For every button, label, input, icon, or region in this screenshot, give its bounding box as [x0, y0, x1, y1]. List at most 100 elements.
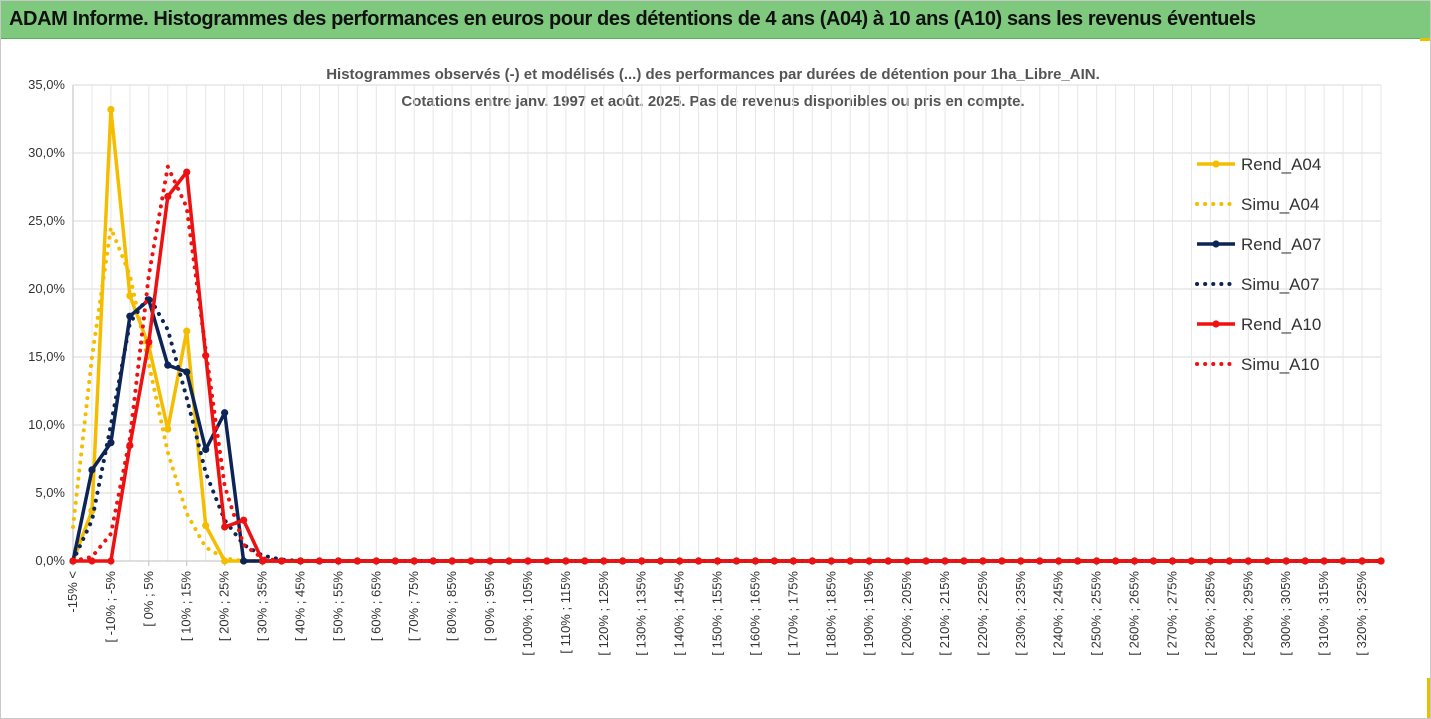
data-point-Rend_A10	[145, 338, 153, 346]
legend-label: Rend_A04	[1241, 155, 1321, 174]
data-point-Rend_A04	[221, 557, 229, 565]
x-tick-label: [ 30% ; 35%	[255, 571, 270, 642]
page-title: ADAM Informe. Histogrammes des performan…	[9, 8, 1256, 30]
data-point-Rend_A07	[183, 368, 191, 376]
data-point-Rend_A07	[107, 439, 115, 447]
series-line-Rend_A07	[71, 298, 1381, 563]
data-point-Rend_A10	[1301, 557, 1309, 565]
data-point-Rend_A10	[221, 523, 229, 531]
x-tick-label: [ 210% ; 215%	[937, 571, 952, 656]
x-tick-label: [ 200% ; 205%	[899, 571, 914, 656]
data-point-Rend_A10	[107, 557, 115, 565]
legend-marker	[1212, 320, 1220, 328]
x-tick-label: [ 140% ; 145%	[672, 571, 687, 656]
chart-subtitle: Cotations entre janv. 1997 et août. 2025…	[401, 93, 1024, 110]
x-tick-label: [ 100% ; 105%	[520, 571, 535, 656]
x-tick-label: [ 150% ; 155%	[710, 571, 725, 656]
legend-marker	[1212, 160, 1220, 168]
data-point-Rend_A10	[1377, 557, 1385, 565]
data-point-Rend_A10	[1074, 557, 1082, 565]
data-point-Rend_A10	[296, 557, 305, 565]
series-line-Simu_A10	[71, 164, 1383, 563]
x-tick-label: [ 220% ; 225%	[975, 571, 990, 656]
x-tick-label: [ 70% ; 75%	[406, 571, 421, 642]
series-line-Simu_A04	[71, 225, 1383, 563]
data-point-Rend_A10	[524, 557, 532, 565]
y-tick-label: 35,0%	[28, 77, 65, 92]
x-tick-label: [ 270% ; 275%	[1164, 571, 1179, 656]
x-tick-label: [ -10% ; -5%	[103, 571, 118, 643]
data-point-Rend_A10	[751, 557, 760, 565]
data-point-Rend_A07	[202, 445, 210, 454]
plot-area	[69, 105, 1385, 565]
data-point-Rend_A10	[1187, 557, 1196, 565]
data-point-Rend_A04	[202, 522, 210, 530]
x-tick-label: [ 260% ; 265%	[1127, 571, 1142, 656]
data-point-Rend_A10	[865, 557, 873, 565]
x-tick-label: [ 130% ; 135%	[634, 571, 649, 656]
x-tick-label: [ 160% ; 165%	[747, 571, 762, 656]
legend-label: Rend_A07	[1241, 235, 1321, 254]
x-tick-label: [ 80% ; 85%	[444, 571, 459, 642]
data-point-Rend_A07	[221, 409, 229, 417]
x-tick-label: [ 280% ; 285%	[1202, 571, 1217, 656]
data-point-Rend_A10	[164, 192, 172, 201]
series-line-Rend_A10	[73, 170, 1381, 563]
x-tick-label: [ 300% ; 305%	[1278, 571, 1293, 656]
x-tick-label: [ 10% ; 15%	[179, 571, 194, 642]
legend-label: Simu_A10	[1241, 355, 1319, 374]
legend-marker	[1212, 240, 1220, 248]
y-tick-label: 25,0%	[28, 213, 65, 228]
data-point-Rend_A10	[88, 557, 96, 565]
series-line-Simu_A07	[71, 293, 1383, 563]
header-banner: ADAM Informe. Histogrammes des performan…	[1, 1, 1430, 39]
data-point-Rend_A10	[240, 516, 248, 524]
x-tick-label: [ 240% ; 245%	[1051, 571, 1066, 656]
data-point-Rend_A10	[581, 557, 589, 565]
x-tick-label: [ 120% ; 125%	[596, 571, 611, 656]
x-tick-label: [ 180% ; 185%	[823, 571, 838, 656]
x-tick-label: [ 250% ; 255%	[1089, 571, 1104, 656]
x-axis: -15% < [ -10% ; -5% [ 0% ; 5% [ 10% ; 15% [ …	[65, 560, 1381, 656]
data-point-Rend_A10	[410, 557, 418, 565]
x-tick-label: [ 60% ; 65%	[368, 571, 383, 642]
data-point-Rend_A10	[353, 557, 361, 565]
x-tick-label: [ 170% ; 175%	[785, 571, 800, 656]
data-point-Rend_A07	[164, 361, 172, 369]
data-point-Rend_A10	[1017, 557, 1025, 565]
corner-accent	[1420, 678, 1430, 718]
legend: Rend_A04 Simu_A04 Rend_A07 Simu_A07 Rend_A10…	[1195, 155, 1321, 374]
data-point-Rend_A10	[1244, 557, 1252, 565]
data-point-Rend_A10	[1358, 557, 1366, 565]
x-tick-label: [ 190% ; 195%	[861, 571, 876, 656]
data-point-Rend_A10	[183, 168, 191, 176]
x-tick-label: [ 90% ; 95%	[482, 571, 497, 642]
y-tick-label: 30,0%	[28, 145, 65, 160]
x-tick-label: [ 20% ; 25%	[217, 571, 232, 642]
data-point-Rend_A10	[638, 557, 646, 565]
y-tick-label: 20,0%	[28, 281, 65, 296]
data-point-Rend_A07	[88, 466, 96, 474]
x-tick-label: [ 290% ; 295%	[1240, 571, 1255, 656]
y-tick-label: 15,0%	[28, 349, 65, 364]
data-point-Rend_A04	[126, 292, 134, 300]
data-point-Rend_A10	[467, 557, 475, 565]
y-axis: 0,0% 5,0% 10,0% 15,0% 20,0% 25,0% 30,0% 35,0%	[28, 77, 74, 568]
x-tick-label: [ 230% ; 235%	[1013, 571, 1028, 656]
data-point-Rend_A10	[1130, 557, 1139, 565]
y-tick-label: 10,0%	[28, 417, 65, 432]
corner-accent	[1420, 38, 1430, 41]
x-tick-label: [ 40% ; 45%	[292, 571, 307, 642]
x-tick-label: [ 110% ; 115%	[558, 571, 573, 654]
x-tick-label: -15% <	[65, 571, 80, 613]
legend-label: Simu_A07	[1241, 275, 1319, 294]
data-point-Rend_A10	[960, 557, 968, 565]
x-tick-label: [ 320% ; 325%	[1354, 571, 1369, 656]
data-point-Rend_A04	[107, 105, 115, 114]
data-point-Rend_A04	[183, 327, 191, 335]
data-point-Rend_A10	[808, 557, 816, 565]
legend-label: Simu_A04	[1241, 195, 1319, 214]
y-tick-label: 0,0%	[35, 553, 65, 568]
